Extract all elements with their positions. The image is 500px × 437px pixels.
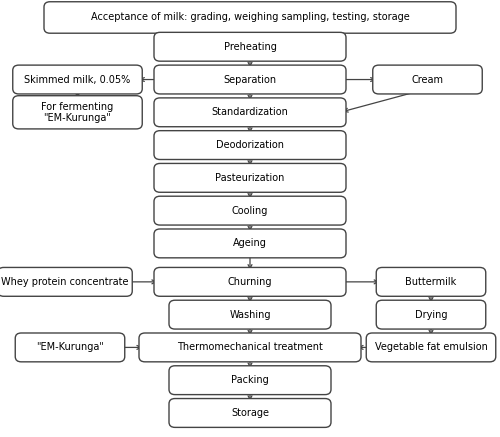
FancyBboxPatch shape [154, 267, 346, 296]
FancyBboxPatch shape [13, 96, 142, 129]
FancyBboxPatch shape [154, 196, 346, 225]
Text: Packing: Packing [231, 375, 269, 385]
Text: Cooling: Cooling [232, 206, 268, 215]
FancyBboxPatch shape [16, 333, 125, 362]
FancyBboxPatch shape [44, 2, 456, 33]
Text: Thermomechanical treatment: Thermomechanical treatment [177, 343, 323, 352]
Text: Separation: Separation [224, 75, 276, 84]
Text: Pasteurization: Pasteurization [216, 173, 284, 183]
FancyBboxPatch shape [169, 399, 331, 427]
Text: Skimmed milk, 0.05%: Skimmed milk, 0.05% [24, 75, 130, 84]
Text: Standardization: Standardization [212, 108, 288, 117]
FancyBboxPatch shape [366, 333, 496, 362]
FancyBboxPatch shape [0, 267, 132, 296]
FancyBboxPatch shape [169, 300, 331, 329]
FancyBboxPatch shape [154, 131, 346, 160]
Text: Churning: Churning [228, 277, 272, 287]
FancyBboxPatch shape [154, 98, 346, 127]
FancyBboxPatch shape [372, 65, 482, 94]
FancyBboxPatch shape [154, 65, 346, 94]
Text: Cream: Cream [412, 75, 444, 84]
Text: Washing: Washing [229, 310, 271, 319]
Text: For fermenting
"EM-Kurunga": For fermenting "EM-Kurunga" [42, 101, 114, 123]
Text: Storage: Storage [231, 408, 269, 418]
Text: Buttermilk: Buttermilk [406, 277, 456, 287]
FancyBboxPatch shape [376, 267, 486, 296]
Text: Drying: Drying [415, 310, 448, 319]
FancyBboxPatch shape [154, 229, 346, 258]
FancyBboxPatch shape [376, 300, 486, 329]
FancyBboxPatch shape [154, 32, 346, 61]
Text: "EM-Kurunga": "EM-Kurunga" [36, 343, 104, 352]
Text: Ageing: Ageing [233, 239, 267, 248]
Text: Acceptance of milk: grading, weighing sampling, testing, storage: Acceptance of milk: grading, weighing sa… [90, 13, 409, 22]
FancyBboxPatch shape [169, 366, 331, 395]
Text: Whey protein concentrate: Whey protein concentrate [1, 277, 129, 287]
Text: Preheating: Preheating [224, 42, 276, 52]
FancyBboxPatch shape [154, 163, 346, 192]
Text: Deodorization: Deodorization [216, 140, 284, 150]
Text: Vegetable fat emulsion: Vegetable fat emulsion [374, 343, 488, 352]
FancyBboxPatch shape [13, 65, 142, 94]
FancyBboxPatch shape [139, 333, 361, 362]
